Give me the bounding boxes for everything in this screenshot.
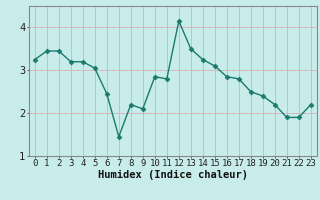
X-axis label: Humidex (Indice chaleur): Humidex (Indice chaleur) xyxy=(98,170,248,180)
